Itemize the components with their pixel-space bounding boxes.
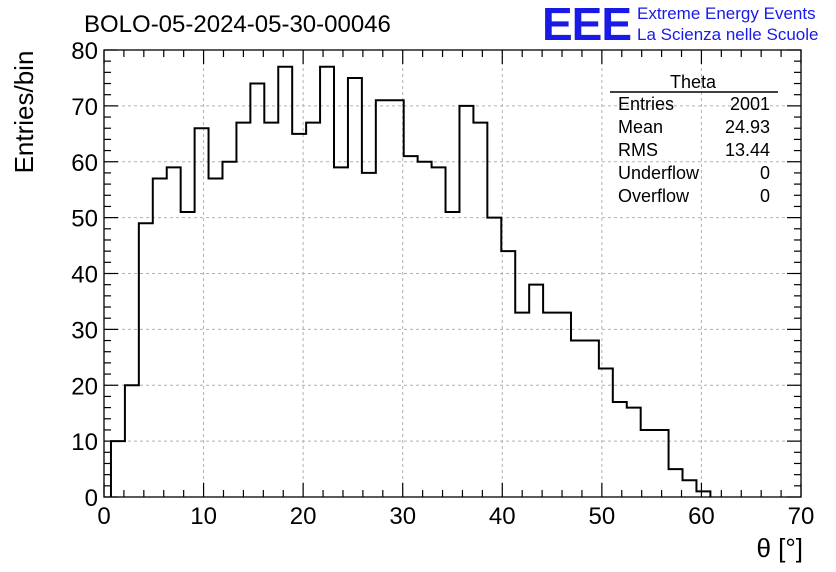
- histogram-bin: [250, 84, 264, 497]
- histogram-bin: [181, 212, 195, 497]
- y-tick-label: 0: [85, 485, 98, 512]
- histogram-bin: [683, 480, 697, 497]
- eee-logo: EEE Extreme Energy Events La Scienza nel…: [542, 0, 818, 50]
- stats-row-value: 13.44: [725, 140, 770, 160]
- histogram-bin: [459, 106, 473, 497]
- eee-logo-mark: EEE: [542, 0, 631, 50]
- histogram-bin: [655, 430, 669, 497]
- x-axis-label: θ [°]: [756, 533, 803, 563]
- histogram-bin: [557, 313, 571, 497]
- x-tick-label: 30: [389, 503, 416, 530]
- y-tick-label: 70: [71, 94, 98, 121]
- x-tick-label: 0: [97, 503, 110, 530]
- histogram-bars: [109, 65, 712, 497]
- histogram-bin: [236, 123, 250, 497]
- histogram-bin: [390, 100, 404, 497]
- stats-row-value: 0: [760, 186, 770, 206]
- stats-row-label: Entries: [618, 94, 674, 114]
- x-tick-label: 60: [688, 503, 715, 530]
- histogram-bin: [404, 156, 418, 497]
- stats-row-label: RMS: [618, 140, 658, 160]
- histogram-bin: [153, 179, 167, 497]
- x-tick-label: 70: [788, 503, 815, 530]
- histogram-bin: [278, 67, 292, 497]
- stats-row-label: Underflow: [618, 163, 700, 183]
- histogram-bin: [627, 408, 641, 497]
- histogram-bin: [613, 402, 627, 497]
- histogram-bin: [501, 251, 515, 497]
- stats-box: Theta Entries 2001 Mean 24.93 RMS 13.44 Underf…: [610, 72, 778, 206]
- stats-row-value: 0: [760, 163, 770, 183]
- histogram-bin: [167, 167, 181, 497]
- stats-row-label: Overflow: [618, 186, 690, 206]
- x-tick-label: 20: [290, 503, 317, 530]
- histogram-bin: [515, 313, 529, 497]
- histogram-bin: [334, 167, 348, 497]
- histogram-bin: [641, 430, 655, 497]
- histogram-bin: [529, 285, 543, 497]
- histogram-bin: [348, 78, 362, 497]
- histogram-bin: [125, 385, 139, 497]
- stats-row-value: 24.93: [725, 117, 770, 137]
- histogram-bin: [209, 179, 223, 497]
- y-tick-label: 50: [71, 206, 98, 233]
- histogram-bin: [571, 341, 585, 497]
- stats-row-value: 2001: [730, 94, 770, 114]
- histogram-bin: [669, 469, 683, 497]
- histogram-bin: [432, 167, 446, 497]
- histogram-bin: [585, 341, 599, 497]
- histogram-bin: [292, 134, 306, 497]
- histogram-bin: [543, 313, 557, 497]
- y-axis-label: Entries/bin: [9, 51, 39, 174]
- eee-logo-line1: Extreme Energy Events: [637, 4, 816, 23]
- histogram-bin: [264, 123, 278, 497]
- histogram-outline: [109, 65, 712, 497]
- stats-box-rows: Entries 2001 Mean 24.93 RMS 13.44 Underflow 0 Ov…: [618, 94, 770, 206]
- x-tick-label: 50: [589, 503, 616, 530]
- y-tick-label: 10: [71, 429, 98, 456]
- histogram-bin: [306, 123, 320, 497]
- eee-logo-line2: La Scienza nelle Scuole: [637, 25, 818, 44]
- histogram-bin: [487, 218, 501, 497]
- histogram-bin: [362, 173, 376, 497]
- axis-ticks: [103, 49, 802, 498]
- stats-row-label: Mean: [618, 117, 663, 137]
- histogram-bin: [599, 368, 613, 497]
- tick-labels: 0 10 20 30 40 50 60 70 0 10 20 30 40 50 60 70 80: [71, 38, 814, 530]
- histogram-bin: [111, 441, 125, 497]
- histogram-bin: [418, 162, 432, 497]
- x-tick-label: 10: [190, 503, 217, 530]
- y-tick-label: 60: [71, 150, 98, 177]
- x-tick-label: 40: [489, 503, 516, 530]
- histogram-bin: [195, 128, 209, 497]
- stats-box-title: Theta: [670, 72, 717, 92]
- y-tick-label: 30: [71, 317, 98, 344]
- histogram-bin: [473, 123, 487, 497]
- histogram-bin: [320, 67, 334, 497]
- y-tick-label: 20: [71, 373, 98, 400]
- histogram-bin: [139, 223, 153, 497]
- chart-title: BOLO-05-2024-05-30-00046: [84, 11, 391, 38]
- y-tick-label: 40: [71, 262, 98, 289]
- histogram-bin: [222, 162, 236, 497]
- histogram-bin: [376, 100, 390, 497]
- histogram-bin: [446, 212, 460, 497]
- y-tick-label: 80: [71, 38, 98, 65]
